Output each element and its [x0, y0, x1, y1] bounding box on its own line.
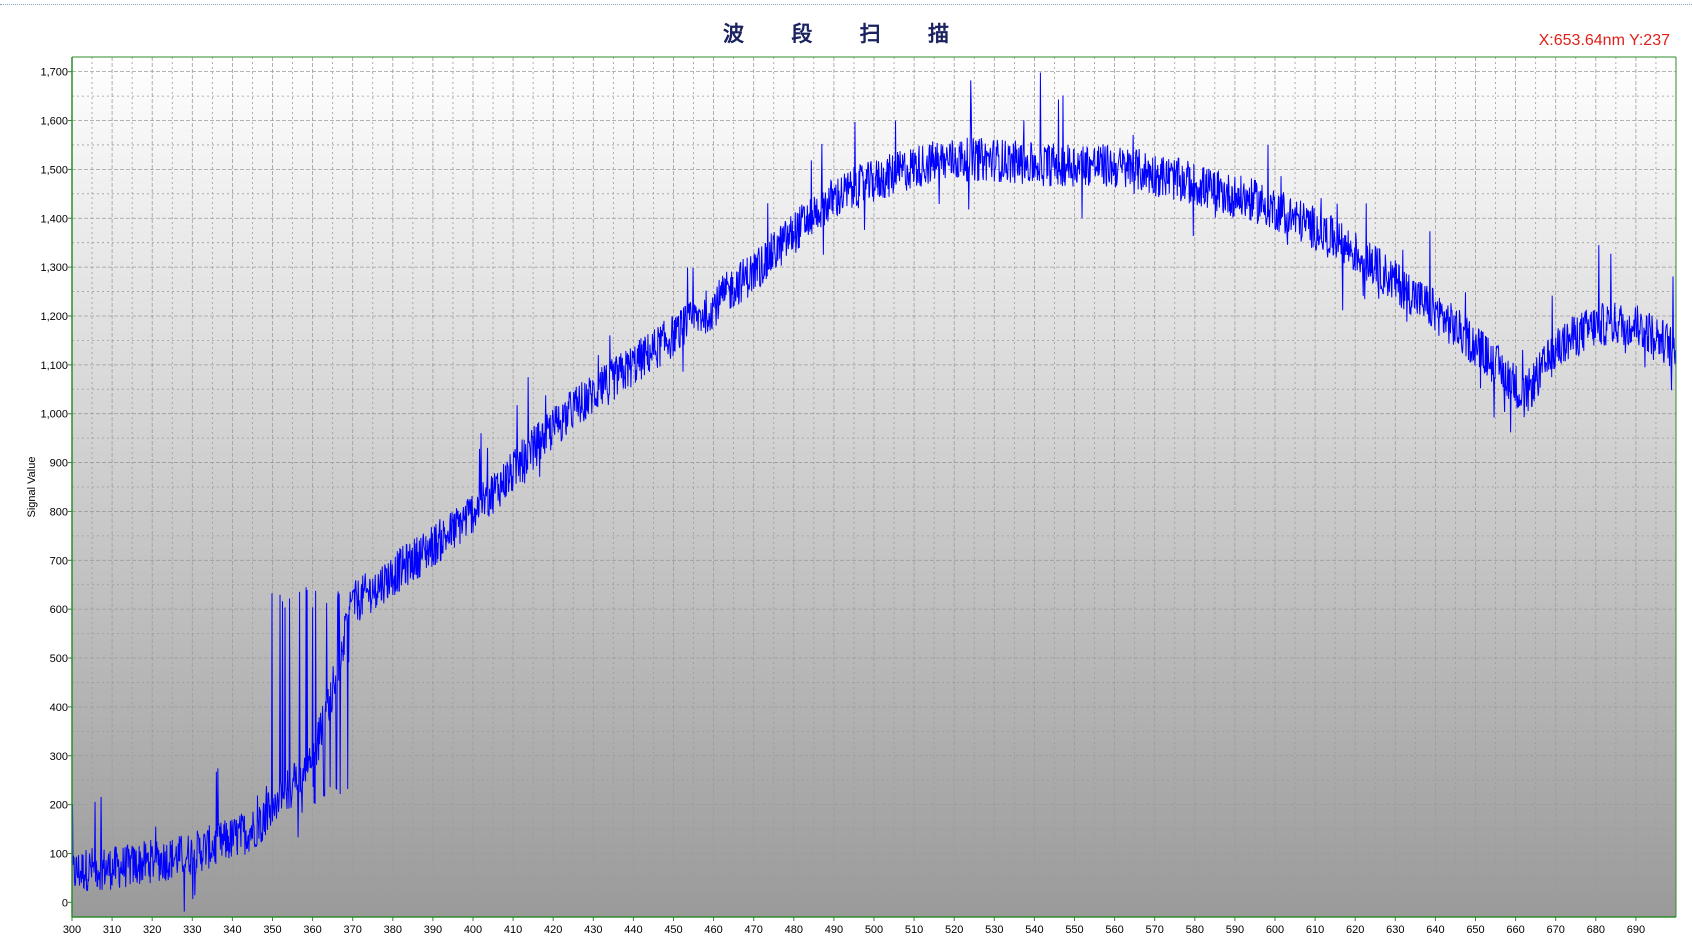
- x-tick-label: 480: [785, 924, 803, 936]
- y-tick-label: 500: [50, 653, 68, 665]
- y-tick-label: 1,600: [40, 116, 68, 128]
- y-tick-label: 100: [50, 848, 68, 860]
- x-tick-label: 420: [544, 924, 562, 936]
- x-tick-label: 380: [384, 924, 402, 936]
- x-tick-label: 360: [303, 924, 321, 936]
- x-tick-label: 510: [905, 924, 923, 936]
- x-tick-label: 440: [624, 924, 642, 936]
- cursor-coordinate-readout: X:653.64nm Y:237: [1538, 32, 1670, 49]
- x-tick-label: 330: [183, 924, 201, 936]
- x-tick-label: 400: [464, 924, 482, 936]
- y-tick-label: 1,700: [40, 67, 68, 79]
- x-tick-label: 320: [143, 924, 161, 936]
- x-tick-label: 470: [745, 924, 763, 936]
- chart-title: 波 段 扫 描: [723, 22, 969, 46]
- x-tick-label: 310: [103, 924, 121, 936]
- y-tick-label: 800: [50, 506, 68, 518]
- x-tick-label: 570: [1146, 924, 1164, 936]
- x-tick-label: 550: [1065, 924, 1083, 936]
- y-tick-label: 1,200: [40, 311, 68, 323]
- y-tick-label: 1,300: [40, 262, 68, 274]
- x-tick-label: 640: [1426, 924, 1444, 936]
- x-tick-label: 450: [664, 924, 682, 936]
- y-tick-label: 1,500: [40, 164, 68, 176]
- y-tick-label: 400: [50, 702, 68, 714]
- x-tick-label: 620: [1346, 924, 1364, 936]
- x-tick-label: 490: [825, 924, 843, 936]
- x-tick-label: 690: [1627, 924, 1645, 936]
- x-tick-label: 520: [945, 924, 963, 936]
- x-tick-label: 610: [1306, 924, 1324, 936]
- x-tick-label: 670: [1547, 924, 1565, 936]
- x-tick-label: 600: [1266, 924, 1284, 936]
- x-tick-label: 350: [263, 924, 281, 936]
- x-tick-label: 580: [1186, 924, 1204, 936]
- y-axis-label: Signal Value: [26, 457, 38, 518]
- x-tick-label: 530: [985, 924, 1003, 936]
- x-tick-label: 390: [424, 924, 442, 936]
- x-tick-label: 590: [1226, 924, 1244, 936]
- y-tick-label: 0: [62, 897, 68, 909]
- series-line-signal-value: [72, 72, 1676, 912]
- x-tick-label: 300: [63, 924, 81, 936]
- y-tick-label: 900: [50, 458, 68, 470]
- x-tick-label: 540: [1025, 924, 1043, 936]
- x-tick-label: 410: [504, 924, 522, 936]
- x-tick-label: 430: [584, 924, 602, 936]
- x-tick-label: 650: [1466, 924, 1484, 936]
- x-tick-label: 560: [1105, 924, 1123, 936]
- y-tick-label: 600: [50, 604, 68, 616]
- x-tick-label: 500: [865, 924, 883, 936]
- y-tick-label: 1,100: [40, 360, 68, 372]
- y-tick-label: 300: [50, 751, 68, 763]
- y-tick-label: 1,400: [40, 213, 68, 225]
- y-tick-label: 700: [50, 555, 68, 567]
- x-tick-label: 460: [704, 924, 722, 936]
- x-tick-label: 370: [344, 924, 362, 936]
- x-tick-label: 630: [1386, 924, 1404, 936]
- y-tick-label: 200: [50, 800, 68, 812]
- x-tick-label: 340: [223, 924, 241, 936]
- top-border-line: [0, 4, 1692, 5]
- x-tick-label: 680: [1587, 924, 1605, 936]
- x-tick-label: 660: [1506, 924, 1524, 936]
- y-tick-label: 1,000: [40, 409, 68, 421]
